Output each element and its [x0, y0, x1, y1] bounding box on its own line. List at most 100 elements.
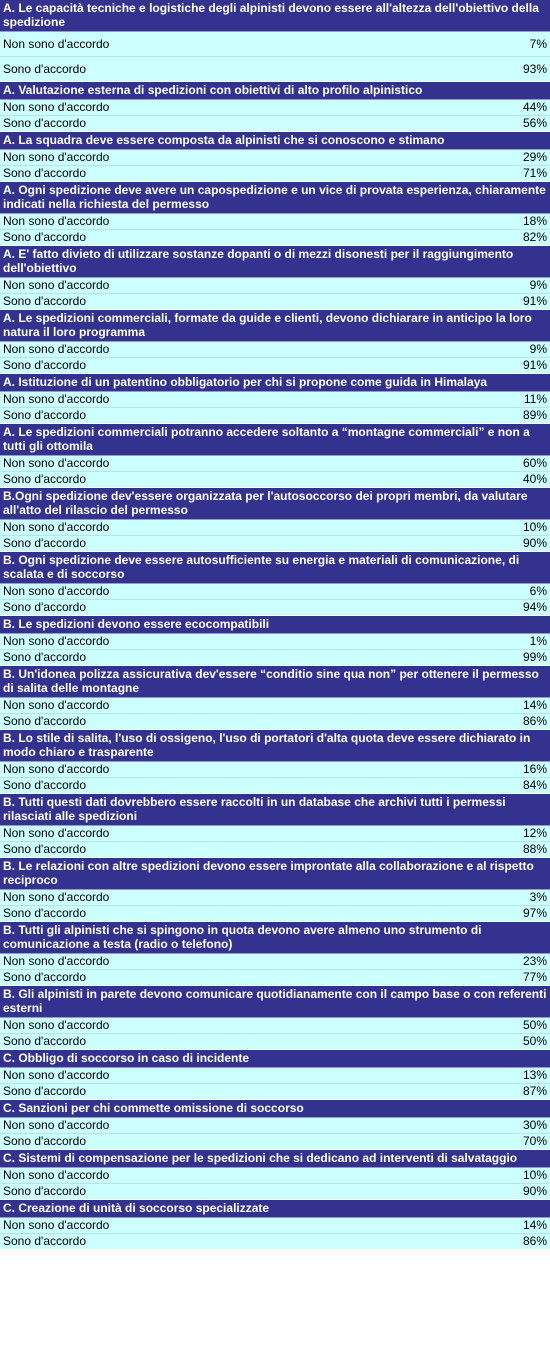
disagree-label: Non sono d'accordo — [3, 278, 110, 292]
agree-label: Sono d'accordo — [3, 778, 87, 792]
disagree-label: Non sono d'accordo — [3, 1018, 110, 1032]
agree-label: Sono d'accordo — [3, 1034, 87, 1048]
agree-label: Sono d'accordo — [3, 714, 87, 728]
question-header: B. Le spedizioni devono essere ecocompat… — [0, 616, 550, 634]
disagree-row: Non sono d'accordo 23% — [0, 954, 550, 970]
disagree-row: Non sono d'accordo 6% — [0, 584, 550, 600]
agree-label: Sono d'accordo — [3, 600, 87, 614]
question-header: B. Tutti gli alpinisti che si spingono i… — [0, 922, 550, 954]
disagree-row: Non sono d'accordo 12% — [0, 826, 550, 842]
disagree-label: Non sono d'accordo — [3, 1068, 110, 1082]
agree-row: Sono d'accordo 91% — [0, 294, 550, 309]
question-header: B.Ogni spedizione dev'essere organizzata… — [0, 488, 550, 520]
agree-row: Sono d'accordo 40% — [0, 472, 550, 487]
agree-label: Sono d'accordo — [3, 358, 87, 372]
disagree-label: Non sono d'accordo — [3, 954, 110, 968]
disagree-percent: 10% — [522, 1168, 547, 1182]
disagree-label: Non sono d'accordo — [3, 520, 110, 534]
disagree-row: Non sono d'accordo 50% — [0, 1018, 550, 1034]
disagree-row: Non sono d'accordo 10% — [0, 520, 550, 536]
disagree-percent: 30% — [522, 1118, 547, 1132]
disagree-label: Non sono d'accordo — [3, 1118, 110, 1132]
agree-label: Sono d'accordo — [3, 1134, 87, 1148]
agree-row: Sono d'accordo 88% — [0, 842, 550, 857]
disagree-label: Non sono d'accordo — [3, 456, 110, 470]
question-block: B. Gli alpinisti in parete devono comuni… — [0, 986, 550, 1050]
question-header: A. La squadra deve essere composta da al… — [0, 132, 550, 150]
disagree-label: Non sono d'accordo — [3, 1218, 110, 1232]
disagree-percent: 29% — [522, 150, 547, 164]
question-block: B. Le spedizioni devono essere ecocompat… — [0, 616, 550, 666]
question-header: B. Un'idonea polizza assicurativa dev'es… — [0, 666, 550, 698]
question-block: A. Valutazione esterna di spedizioni con… — [0, 82, 550, 132]
question-header: B. Lo stile di salita, l'uso di ossigeno… — [0, 730, 550, 762]
agree-label: Sono d'accordo — [3, 906, 87, 920]
agree-row: Sono d'accordo 87% — [0, 1084, 550, 1099]
question-block: A. Ogni spedizione deve avere un capospe… — [0, 182, 550, 246]
disagree-percent: 9% — [529, 278, 547, 292]
disagree-percent: 14% — [522, 698, 547, 712]
question-header: B. Le relazioni con altre spedizioni dev… — [0, 858, 550, 890]
disagree-percent: 1% — [529, 634, 547, 648]
agree-label: Sono d'accordo — [3, 536, 87, 550]
disagree-label: Non sono d'accordo — [3, 214, 110, 228]
disagree-percent: 13% — [522, 1068, 547, 1082]
question-block: A. Istituzione di un patentino obbligato… — [0, 374, 550, 424]
question-block: B. Un'idonea polizza assicurativa dev'es… — [0, 666, 550, 730]
agree-percent: 97% — [522, 906, 547, 920]
agree-row: Sono d'accordo 77% — [0, 970, 550, 985]
disagree-row: Non sono d'accordo 60% — [0, 456, 550, 472]
question-header: A. Ogni spedizione deve avere un capospe… — [0, 182, 550, 214]
agree-row: Sono d'accordo 71% — [0, 166, 550, 181]
disagree-label: Non sono d'accordo — [3, 392, 110, 406]
disagree-percent: 3% — [529, 890, 547, 904]
disagree-row: Non sono d'accordo 1% — [0, 634, 550, 650]
question-block: A. Le spedizioni commerciali, formate da… — [0, 310, 550, 374]
agree-percent: 86% — [522, 1234, 547, 1248]
agree-row: Sono d'accordo 70% — [0, 1134, 550, 1149]
agree-percent: 91% — [522, 294, 547, 308]
agree-percent: 40% — [522, 472, 547, 486]
agree-label: Sono d'accordo — [3, 842, 87, 856]
disagree-percent: 60% — [522, 456, 547, 470]
question-block: C. Sistemi di compensazione per le spedi… — [0, 1150, 550, 1200]
agree-percent: 87% — [522, 1084, 547, 1098]
agree-percent: 93% — [522, 62, 547, 76]
agree-percent: 88% — [522, 842, 547, 856]
question-header: B. Ogni spedizione deve essere autosuffi… — [0, 552, 550, 584]
agree-row: Sono d'accordo 56% — [0, 116, 550, 131]
question-header: A. Le capacità tecniche e logistiche deg… — [0, 0, 550, 32]
disagree-label: Non sono d'accordo — [3, 150, 110, 164]
disagree-row: Non sono d'accordo 9% — [0, 278, 550, 294]
question-block: B. Tutti gli alpinisti che si spingono i… — [0, 922, 550, 986]
disagree-label: Non sono d'accordo — [3, 634, 110, 648]
question-header: C. Creazione di unità di soccorso specia… — [0, 1200, 550, 1218]
survey-table: A. Le capacità tecniche e logistiche deg… — [0, 0, 550, 1250]
agree-label: Sono d'accordo — [3, 1184, 87, 1198]
disagree-label: Non sono d'accordo — [3, 342, 110, 356]
disagree-label: Non sono d'accordo — [3, 37, 110, 51]
disagree-percent: 23% — [522, 954, 547, 968]
agree-percent: 90% — [522, 536, 547, 550]
disagree-row: Non sono d'accordo 9% — [0, 342, 550, 358]
agree-row: Sono d'accordo 90% — [0, 1184, 550, 1199]
agree-row: Sono d'accordo 93% — [0, 57, 550, 81]
agree-percent: 77% — [522, 970, 547, 984]
disagree-label: Non sono d'accordo — [3, 890, 110, 904]
question-block: A. E' fatto divieto di utilizzare sostan… — [0, 246, 550, 310]
question-block: B. Le relazioni con altre spedizioni dev… — [0, 858, 550, 922]
agree-row: Sono d'accordo 90% — [0, 536, 550, 551]
disagree-percent: 50% — [522, 1018, 547, 1032]
question-header: A. Valutazione esterna di spedizioni con… — [0, 82, 550, 100]
disagree-row: Non sono d'accordo 14% — [0, 698, 550, 714]
disagree-row: Non sono d'accordo 18% — [0, 214, 550, 230]
disagree-percent: 10% — [522, 520, 547, 534]
question-header: B. Tutti questi dati dovrebbero essere r… — [0, 794, 550, 826]
disagree-label: Non sono d'accordo — [3, 584, 110, 598]
disagree-percent: 44% — [522, 100, 547, 114]
agree-percent: 56% — [522, 116, 547, 130]
agree-label: Sono d'accordo — [3, 230, 87, 244]
agree-row: Sono d'accordo 82% — [0, 230, 550, 245]
agree-percent: 71% — [522, 166, 547, 180]
agree-label: Sono d'accordo — [3, 408, 87, 422]
